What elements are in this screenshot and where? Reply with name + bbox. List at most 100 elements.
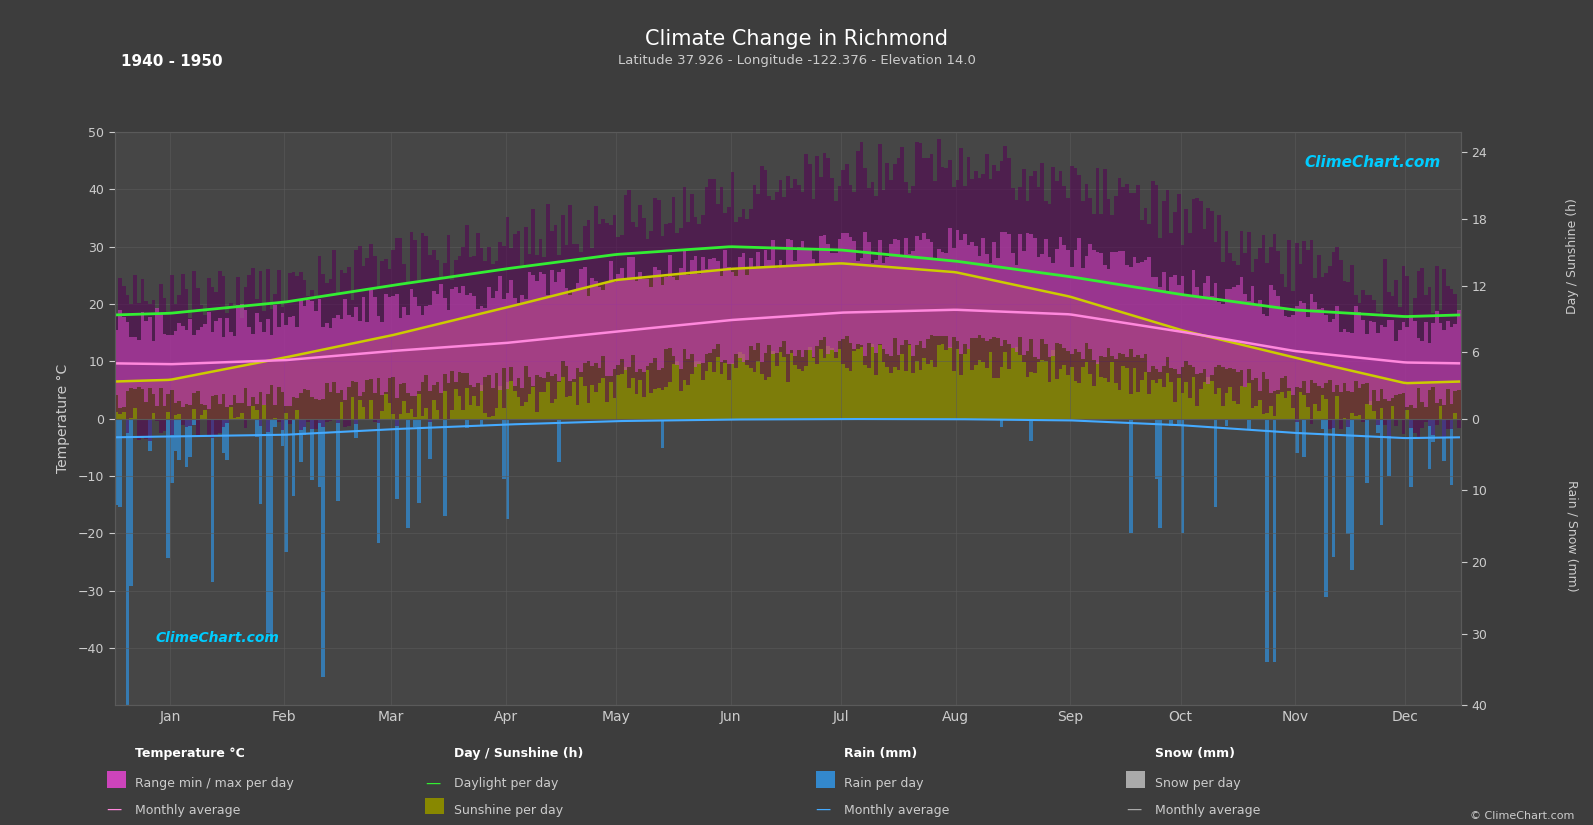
Bar (145, 300, 148, 439)
Bar (779, 260, 782, 347)
Bar (347, 266, 350, 427)
Bar (908, 269, 911, 419)
Bar (1354, 372, 1357, 419)
Bar (510, 248, 513, 381)
Bar (454, 261, 457, 389)
Bar (616, 238, 620, 375)
Bar (532, 209, 535, 387)
Bar (274, 294, 277, 418)
Bar (1399, 382, 1402, 419)
Bar (701, 257, 704, 363)
Bar (1243, 346, 1247, 419)
Bar (1329, 365, 1332, 419)
Bar (1427, 342, 1431, 390)
Bar (1048, 257, 1051, 357)
Bar (188, 376, 193, 419)
Bar (1450, 419, 1453, 485)
Bar (155, 309, 159, 407)
Bar (933, 182, 937, 367)
Bar (317, 351, 322, 419)
Bar (1015, 200, 1018, 347)
Bar (1351, 371, 1354, 419)
Bar (1309, 361, 1313, 419)
Bar (948, 271, 953, 419)
Bar (229, 368, 233, 419)
Bar (1357, 312, 1360, 389)
Bar (664, 276, 667, 349)
Bar (443, 299, 446, 375)
Bar (1180, 419, 1184, 534)
Bar (350, 343, 354, 419)
Bar (1388, 419, 1391, 476)
Bar (1402, 266, 1405, 434)
Bar (804, 249, 808, 350)
Bar (1015, 265, 1018, 352)
Bar (1000, 282, 1004, 419)
Bar (878, 144, 883, 345)
Bar (1180, 246, 1184, 393)
Bar (561, 214, 564, 377)
Bar (1435, 382, 1438, 419)
Bar (1040, 163, 1043, 360)
Bar (126, 381, 129, 419)
Bar (583, 267, 586, 363)
Bar (406, 332, 409, 419)
Bar (247, 327, 252, 406)
Bar (569, 205, 572, 395)
Bar (1313, 278, 1317, 403)
Bar (886, 163, 889, 367)
Bar (1200, 335, 1203, 419)
Bar (303, 280, 306, 427)
Bar (417, 419, 421, 502)
Bar (505, 307, 510, 419)
Bar (344, 345, 347, 419)
Bar (796, 185, 801, 369)
Bar (962, 186, 967, 354)
Bar (830, 264, 833, 419)
Bar (263, 311, 266, 405)
Bar (1133, 193, 1136, 368)
Bar (462, 285, 465, 373)
Bar (398, 238, 403, 413)
Bar (1048, 292, 1051, 419)
Bar (973, 171, 978, 365)
Bar (118, 310, 123, 408)
Bar (166, 335, 170, 394)
Bar (1023, 252, 1026, 355)
Bar (266, 419, 269, 633)
Bar (255, 314, 258, 404)
Bar (586, 296, 591, 361)
Bar (1421, 383, 1424, 419)
Bar (1037, 290, 1040, 419)
Bar (295, 355, 299, 419)
Bar (241, 318, 244, 412)
Bar (594, 206, 597, 392)
Bar (1147, 257, 1152, 372)
Bar (210, 371, 215, 419)
Bar (1446, 321, 1450, 389)
Bar (1129, 315, 1133, 419)
Bar (1222, 340, 1225, 419)
Bar (1225, 419, 1228, 426)
Bar (875, 260, 878, 352)
Bar (505, 217, 510, 382)
Bar (510, 280, 513, 367)
Bar (398, 318, 403, 384)
Bar (679, 267, 683, 369)
Bar (959, 273, 962, 419)
Bar (605, 282, 609, 419)
Bar (350, 317, 354, 381)
Bar (252, 268, 255, 406)
Bar (1388, 320, 1391, 401)
Bar (252, 364, 255, 419)
Bar (1276, 296, 1281, 390)
Bar (403, 332, 406, 419)
Bar (1365, 295, 1368, 404)
Bar (543, 274, 546, 378)
Bar (328, 328, 333, 392)
Bar (1402, 383, 1405, 419)
Bar (701, 271, 704, 419)
Bar (159, 284, 162, 433)
Bar (1346, 370, 1351, 419)
Bar (833, 252, 838, 352)
